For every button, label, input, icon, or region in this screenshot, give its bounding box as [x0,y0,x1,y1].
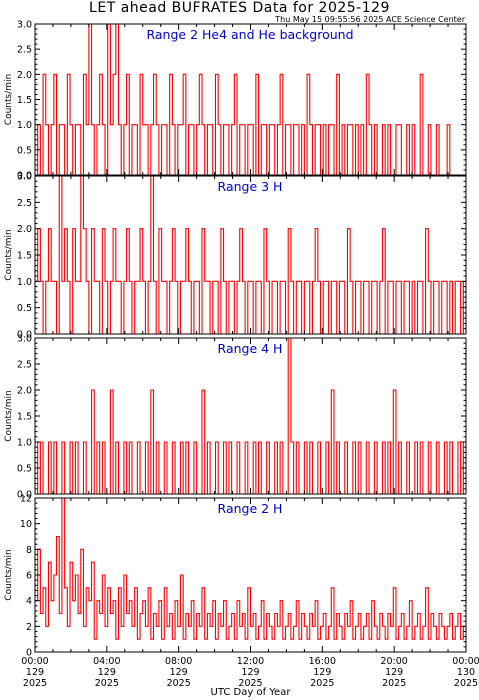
y-tick-label: 2.5 [17,198,32,209]
panel-title: Range 2 He4 and He background [146,27,353,42]
x-tick-label: 2025 [23,678,47,689]
x-tick-label: 16:00 [309,656,336,667]
panel-3: 0.0 0.5 1.0 1.5 2.0 2.5 3.0 Counts/min Range 4 H [4,334,467,501]
x-tick-label: 129 [385,667,403,678]
y-axis-label: Counts/min [4,549,14,600]
plot-frame [34,497,467,653]
y-tick-label: 1.0 [17,120,32,131]
y-axis-label: Counts/min [4,390,14,441]
panel-title: Range 2 H [218,501,283,516]
x-tick-label: 12:00 [237,656,264,667]
y-tick-label: 1.0 [17,277,32,288]
y-tick-label: 2.0 [17,70,32,81]
x-tick-label: 2025 [454,678,478,689]
y-tick-label: 2.5 [17,360,32,371]
panel-title: Range 4 H [218,341,283,356]
y-tick-label: 8 [26,545,32,556]
y-axis-label: Counts/min [4,229,14,280]
y-tick-label: 0.0 [17,330,32,341]
x-tick-label: 129 [241,667,259,678]
y-tick-label: 0.0 [17,490,32,501]
y-tick-label: 2.0 [17,386,32,397]
y-tick-label: 1.5 [17,95,32,106]
x-tick-label: 129 [170,667,188,678]
x-tick-label: 20:00 [380,656,407,667]
x-tick-label: 08:00 [165,656,192,667]
x-tick-label: 130 [457,667,475,678]
x-tick-label: 2025 [382,678,406,689]
page-subtitle: Thu May 15 09:55:56 2025 ACE Science Cen… [275,15,465,24]
x-axis-label: UTC Day of Year [211,687,292,698]
y-tick-label: 0.5 [17,145,32,156]
y-tick-label: 0.5 [17,303,32,314]
x-tick-label: 129 [313,667,331,678]
y-tick-label: 6 [26,571,32,582]
x-tick-label: 2025 [95,678,119,689]
x-tick-label: 00:00 [452,656,479,667]
y-tick-label: 1.5 [17,412,32,423]
series-line-2-1 [35,175,466,335]
x-tick-label: 129 [98,667,116,678]
y-tick-label: 3.0 [17,172,32,183]
y-tick-label: 3.0 [17,334,32,345]
page-title: LET ahead BUFRATES Data for 2025-129 [89,0,390,16]
y-tick-label: 2.5 [17,45,32,56]
y-tick-label: 0 [26,648,32,659]
x-tick-label: 129 [26,667,44,678]
y-tick-label: 1.0 [17,438,32,449]
y-tick-label: 0.5 [17,464,32,475]
y-tick-label: 3.0 [17,20,32,31]
panel-title: Range 3 H [218,179,283,194]
y-tick-label: 0.0 [17,171,32,182]
y-tick-label: 2.0 [17,224,32,235]
x-tick-label: 2025 [238,678,262,689]
y-axis-label: Counts/min [4,74,14,125]
x-tick-label: 00:00 [21,656,48,667]
panel-1: 0.0 0.5 1.0 1.5 2.0 2.5 3.0 Counts/min Range 2 H… [4,20,467,182]
panel-2: 0.0 0.5 1.0 1.5 2.0 2.5 3.0 Counts/min Range 3 H [4,172,467,341]
series-line-3-1 [35,337,466,495]
x-tick-label: 2025 [310,678,334,689]
y-tick-label: 1.5 [17,251,32,262]
y-tick-label: 2 [26,622,32,633]
y-tick-label: 12 [20,494,32,505]
x-tick-label: 04:00 [93,656,120,667]
y-tick-label: 4 [26,596,32,607]
series-line-4-1 [35,497,466,640]
x-tick-label: 2025 [167,678,191,689]
series-line-1-1 [35,23,466,176]
y-tick-label: 10 [20,519,32,530]
